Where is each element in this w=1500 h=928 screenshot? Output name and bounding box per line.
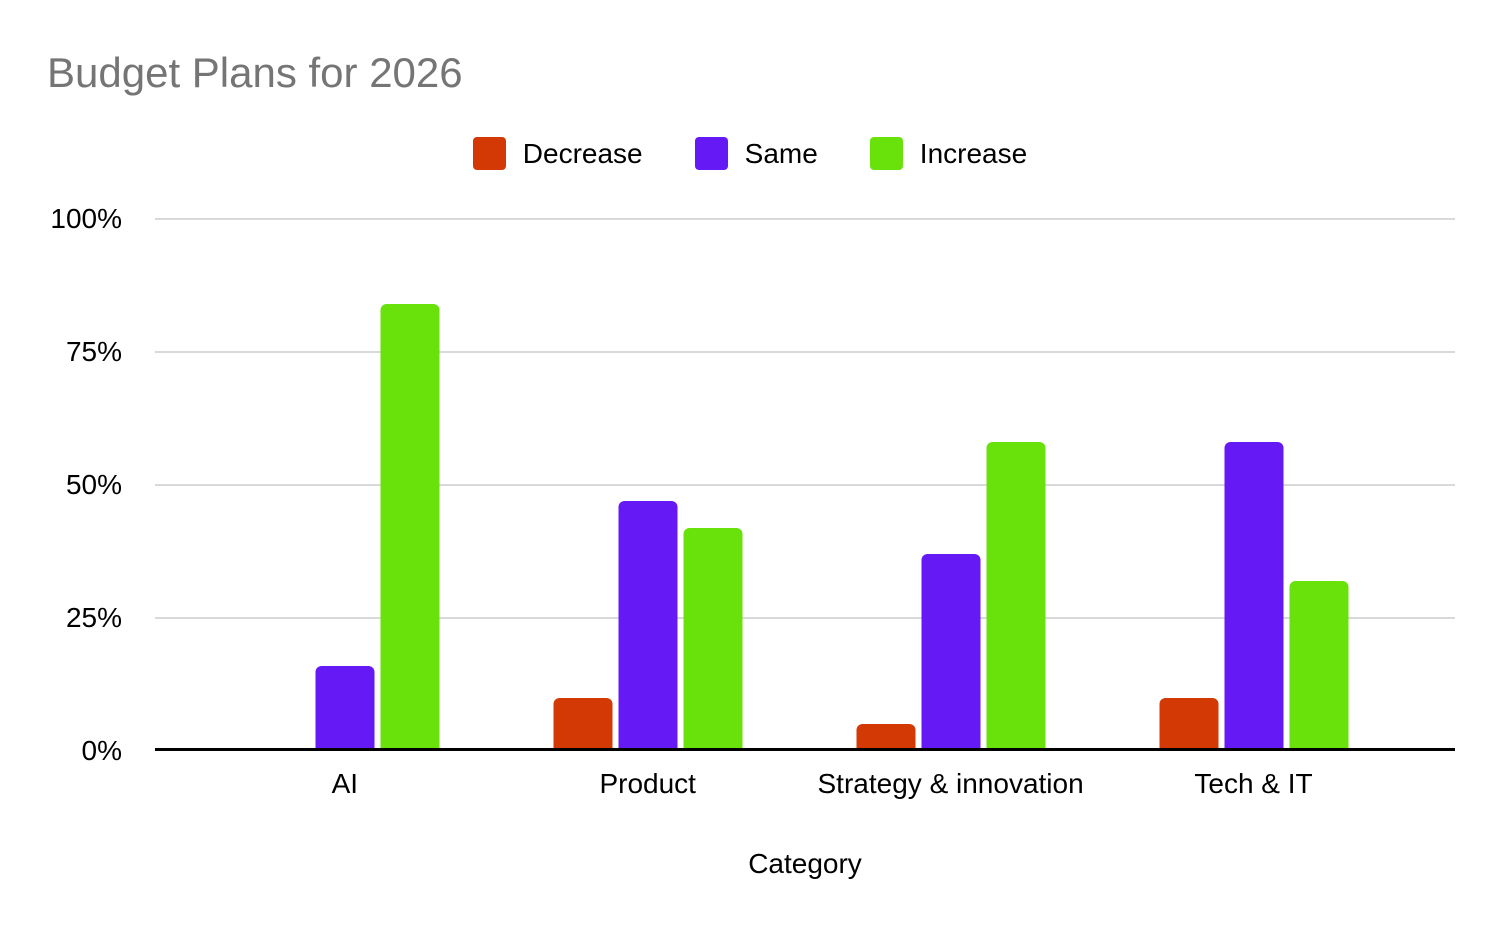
legend-item-same[interactable]: Same [694,137,818,170]
x-tick-label-product: Product [599,768,696,799]
gridline-50% [155,484,1455,486]
bar-group-ai [250,219,440,751]
chart-legend: Decrease Same Increase [0,137,1500,170]
legend-swatch-decrease [472,137,506,170]
x-tick-label-tech-it: Tech & IT [1194,768,1313,799]
legend-item-increase[interactable]: Increase [869,137,1028,170]
x-tick-label-strategy-innovation: Strategy & innovation [817,768,1084,799]
bar-group-tech-it [1159,219,1348,751]
plot-area [155,218,1455,751]
legend-label: Same [744,137,818,169]
bar-same-product[interactable] [618,500,678,751]
legend-item-decrease[interactable]: Decrease [472,137,643,170]
legend-label: Decrease [522,137,643,169]
x-axis-line [155,748,1455,751]
y-tick-label-75%: 75% [65,336,122,367]
bar-group-product [553,219,743,751]
y-tick-label-25%: 25% [65,602,122,633]
y-tick-label-100%: 100% [50,203,122,234]
y-tick-label-0%: 0% [81,735,122,766]
bar-same-strategy-innovation[interactable] [921,554,981,751]
bar-group-strategy-innovation [856,219,1046,751]
gridline-25% [155,617,1455,619]
chart-title: Budget Plans for 2026 [47,49,463,96]
bar-increase-ai[interactable] [380,304,440,751]
legend-swatch-increase [869,137,903,170]
gridline-100% [155,218,1455,220]
bar-decrease-strategy-innovation[interactable] [856,724,916,751]
bar-decrease-product[interactable] [553,697,613,751]
legend-swatch-same [694,137,728,170]
x-tick-label-ai: AI [331,768,359,799]
legend-label: Increase [919,137,1028,169]
gridline-75% [155,351,1455,353]
x-axis-title: Category [748,848,862,879]
bar-increase-product[interactable] [683,527,743,751]
y-tick-label-50%: 50% [65,469,122,500]
bar-decrease-tech-it[interactable] [1159,697,1218,751]
bar-same-tech-it[interactable] [1224,442,1283,751]
bar-same-ai[interactable] [315,665,375,751]
bar-increase-strategy-innovation[interactable] [986,442,1046,751]
bar-increase-tech-it[interactable] [1289,580,1348,751]
